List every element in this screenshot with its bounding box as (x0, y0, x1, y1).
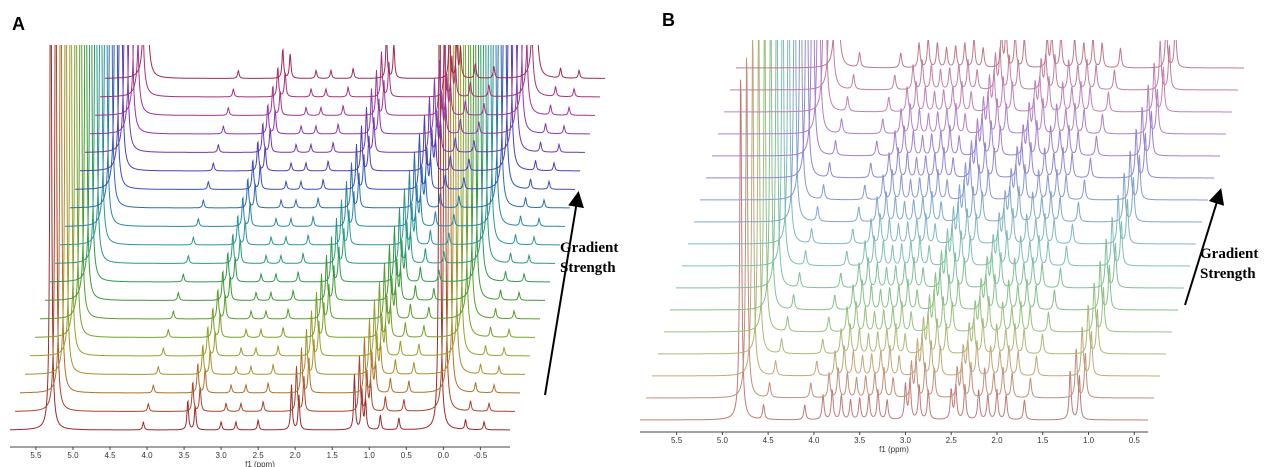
x-tick-label: 2.0 (991, 436, 1003, 445)
x-tick-label: 2.5 (946, 436, 958, 445)
spectrum-trace (100, 45, 600, 98)
annotation: Strength (1200, 266, 1256, 282)
spectrum-trace (700, 40, 1208, 201)
arrow (1184, 188, 1225, 306)
x-axis-label: f1 (ppm) (245, 460, 275, 467)
spectrum-trace (718, 40, 1226, 135)
spectrum-trace (50, 45, 550, 283)
x-tick-label: 1.5 (1037, 436, 1049, 445)
spectrum-trace (30, 45, 530, 357)
spectrum-trace (80, 45, 580, 172)
x-tick-label: 0.5 (1129, 436, 1141, 445)
panel-label: B (662, 10, 675, 30)
spectra (10, 45, 605, 431)
spectrum-trace (688, 40, 1196, 245)
x-tick-label: -0.5 (473, 451, 487, 460)
panel-label: A (12, 14, 25, 34)
spectrum-trace (664, 40, 1172, 333)
x-tick-label: 4.5 (763, 436, 775, 445)
spectrum-trace (95, 45, 595, 116)
x-tick-label: 5.0 (717, 436, 729, 445)
spectrum-trace (70, 45, 570, 209)
spectrum-trace (682, 40, 1190, 267)
spectrum-trace (670, 40, 1178, 311)
x-tick-label: 3.5 (854, 436, 866, 445)
x-tick-label: 3.5 (179, 451, 191, 460)
spectrum-trace (10, 45, 510, 431)
x-axis-label: f1 (ppm) (879, 445, 909, 454)
spectrum-trace (712, 40, 1220, 157)
spectrum-trace (694, 40, 1202, 223)
spectrum-trace (65, 45, 565, 227)
spectrum-trace (706, 40, 1214, 179)
x-tick-label: 1.5 (327, 451, 339, 460)
arrow (544, 191, 584, 396)
spectrum-trace (20, 45, 520, 394)
spectrum-trace (35, 45, 535, 338)
x-tick-label: 5.0 (67, 451, 79, 460)
spectrum-trace (640, 79, 1148, 421)
x-tick-label: 4.0 (808, 436, 820, 445)
spectrum-trace (105, 45, 605, 79)
spectrum-trace (724, 40, 1232, 113)
spectrum-trace (40, 45, 540, 320)
x-tick-label: 0.5 (401, 451, 413, 460)
spectrum-trace (25, 45, 525, 375)
spectrum-trace (75, 45, 575, 190)
spectrum-trace (646, 57, 1154, 399)
x-tick-label: 4.0 (141, 451, 153, 460)
spectrum-trace (60, 45, 560, 246)
spectrum-trace (55, 45, 555, 264)
x-tick-label: 2.5 (253, 451, 265, 460)
spectrum-trace (736, 40, 1244, 69)
x-tick-label: 1.0 (364, 451, 376, 460)
spectrum-trace (90, 45, 590, 135)
spectrum-trace (45, 45, 545, 301)
x-tick-label: 5.5 (30, 451, 42, 460)
spectrum-trace (658, 40, 1166, 355)
x-tick-label: 3.0 (900, 436, 912, 445)
annotation: Gradient (1200, 246, 1258, 262)
spectrum-trace (676, 40, 1184, 289)
x-tick-label: 2.0 (290, 451, 302, 460)
spectrum-trace (15, 45, 515, 412)
annotation: Strength (560, 260, 616, 276)
spectrum-trace (85, 45, 585, 153)
spectrum-trace (652, 40, 1160, 377)
spectrum-trace (730, 40, 1238, 91)
annotation: Gradient (560, 240, 618, 256)
spectra (640, 40, 1244, 421)
x-tick-label: 4.5 (104, 451, 116, 460)
x-tick-label: 3.0 (216, 451, 228, 460)
x-tick-label: 0.0 (438, 451, 450, 460)
x-tick-label: 5.5 (671, 436, 683, 445)
x-tick-label: 1.0 (1083, 436, 1095, 445)
